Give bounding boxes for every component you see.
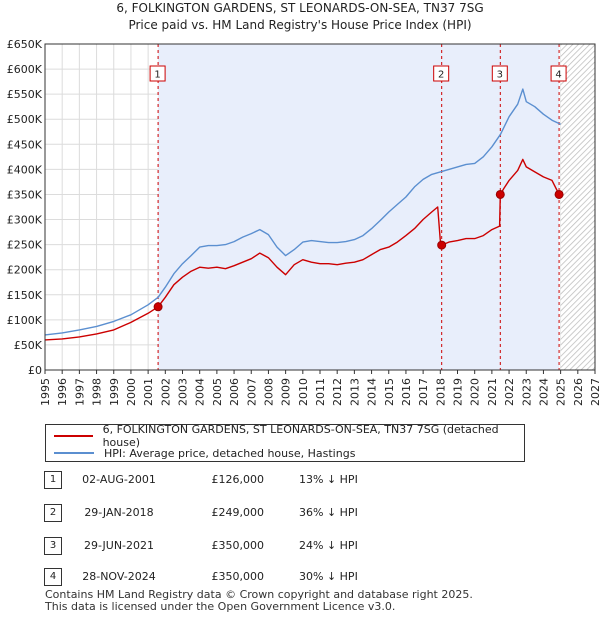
- y-tick-label: £500K: [7, 113, 43, 126]
- x-tick-label: 2017: [417, 378, 430, 406]
- x-tick-label: 1999: [108, 378, 121, 406]
- sale-point: [437, 240, 447, 250]
- sale-point: [554, 189, 564, 199]
- legend: 6, FOLKINGTON GARDENS, ST LEONARDS-ON-SE…: [45, 423, 525, 462]
- table-row: 1 02-AUG-2001 £126,000 13% ↓ HPI: [44, 471, 464, 491]
- sale-label-box: [491, 65, 508, 82]
- x-tick-label: 2012: [331, 378, 344, 406]
- transaction-price: £350,000: [211, 539, 265, 552]
- legend-item-property: 6, FOLKINGTON GARDENS, ST LEONARDS-ON-SE…: [54, 423, 524, 449]
- x-tick-label: 2008: [262, 378, 275, 406]
- chart-subtitle: Price paid vs. HM Land Registry's House …: [128, 18, 471, 32]
- x-tick-label: 2013: [348, 378, 361, 406]
- transaction-date: 02-AUG-2001: [82, 473, 156, 486]
- hpi-line: [44, 88, 561, 336]
- ownership-shade: [158, 44, 560, 370]
- transaction-price: £126,000: [211, 473, 265, 486]
- x-tick-label: 2009: [280, 378, 293, 406]
- x-tick-label: 2001: [142, 378, 155, 406]
- x-tick-label: 2019: [452, 378, 465, 406]
- legend-swatch-hpi: [54, 452, 94, 454]
- sale-label-box: [550, 65, 567, 82]
- y-tick-label: £650K: [7, 38, 43, 51]
- transaction-date: 29-JAN-2018: [84, 506, 154, 519]
- x-tick-label: 2022: [503, 378, 516, 406]
- x-tick-label: 2023: [520, 378, 533, 406]
- footer-licence: This data is licensed under the Open Gov…: [45, 600, 396, 613]
- y-tick-label: £50K: [14, 339, 43, 352]
- y-tick-label: £250K: [7, 239, 43, 252]
- y-tick-label: £100K: [7, 314, 43, 327]
- x-tick-label: 1996: [56, 378, 69, 406]
- chart-title: 6, FOLKINGTON GARDENS, ST LEONARDS-ON-SE…: [116, 1, 483, 15]
- x-tick-label: 2004: [194, 378, 207, 406]
- x-tick-label: 1998: [91, 378, 104, 406]
- x-tick-label: 2002: [159, 378, 172, 406]
- sale-label: 4: [555, 70, 561, 81]
- sale-label: 3: [497, 70, 503, 81]
- x-tick-label: 1997: [73, 378, 86, 406]
- legend-item-hpi: HPI: Average price, detached house, Hast…: [54, 444, 355, 462]
- property-price-line: [44, 158, 560, 341]
- x-tick-label: 2016: [400, 378, 413, 406]
- footer-copyright: Contains HM Land Registry data © Crown c…: [45, 588, 473, 601]
- x-tick-label: 2007: [245, 378, 258, 406]
- transaction-hpi-diff: 13% ↓ HPI: [299, 473, 358, 486]
- y-tick-label: £550K: [7, 88, 43, 101]
- x-tick-label: 2005: [211, 378, 224, 406]
- legend-label-property: 6, FOLKINGTON GARDENS, ST LEONARDS-ON-SE…: [102, 423, 499, 449]
- transaction-hpi-diff: 36% ↓ HPI: [299, 506, 358, 519]
- x-tick-label: 2024: [537, 378, 550, 406]
- sale-label-box: [149, 65, 166, 82]
- transaction-hpi-diff: 24% ↓ HPI: [299, 539, 358, 552]
- transaction-price: £350,000: [211, 570, 265, 583]
- x-tick-label: 2027: [589, 378, 600, 406]
- transaction-date: 28-NOV-2024: [82, 570, 156, 583]
- table-row: 2 29-JAN-2018 £249,000 36% ↓ HPI: [44, 504, 464, 524]
- x-tick-label: 2018: [434, 378, 447, 406]
- y-tick-label: £400K: [7, 163, 43, 176]
- x-tick-label: 2006: [228, 378, 241, 406]
- sale-label-box: [433, 65, 450, 82]
- sale-point: [495, 189, 505, 199]
- x-tick-label: 2010: [297, 378, 310, 406]
- y-tick-label: £200K: [7, 264, 43, 277]
- transaction-price: £249,000: [211, 506, 265, 519]
- y-tick-label: £300K: [7, 214, 43, 227]
- x-tick-label: 2015: [383, 378, 396, 406]
- table-row: 3 29-JUN-2021 £350,000 24% ↓ HPI: [44, 537, 464, 557]
- x-tick-label: 2014: [366, 378, 379, 406]
- price-chart: 6, FOLKINGTON GARDENS, ST LEONARDS-ON-SE…: [7, 1, 600, 406]
- x-tick-label: 2011: [314, 378, 327, 406]
- sale-label: 1: [154, 70, 160, 81]
- x-tick-label: 2020: [469, 378, 482, 406]
- transaction-number: 3: [44, 537, 62, 555]
- transaction-date: 29-JUN-2021: [83, 539, 155, 552]
- y-tick-label: £0: [28, 364, 42, 377]
- legend-label-hpi: HPI: Average price, detached house, Hast…: [104, 446, 356, 460]
- x-tick-label: 2003: [177, 378, 190, 406]
- sale-label: 2: [438, 70, 444, 81]
- x-tick-label: 2026: [572, 378, 585, 406]
- x-tick-label: 1995: [39, 378, 52, 406]
- legend-swatch-property: [54, 435, 93, 437]
- forecast-hatch: [560, 44, 595, 370]
- transaction-number: 2: [44, 504, 62, 522]
- x-tick-label: 2025: [555, 378, 568, 406]
- plot-frame: [44, 43, 596, 371]
- table-row: 4 28-NOV-2024 £350,000 30% ↓ HPI: [44, 568, 464, 588]
- y-tick-label: £450K: [7, 138, 43, 151]
- transaction-number: 4: [44, 568, 62, 586]
- sale-point: [153, 302, 163, 312]
- footer: Contains HM Land Registry data © Crown c…: [45, 589, 473, 613]
- y-tick-label: £600K: [7, 63, 43, 76]
- y-tick-label: £150K: [7, 289, 43, 302]
- x-tick-label: 2000: [125, 378, 138, 406]
- transaction-number: 1: [44, 471, 62, 489]
- x-tick-label: 2021: [486, 378, 499, 406]
- transaction-hpi-diff: 30% ↓ HPI: [299, 570, 358, 583]
- y-tick-label: £350K: [7, 188, 43, 201]
